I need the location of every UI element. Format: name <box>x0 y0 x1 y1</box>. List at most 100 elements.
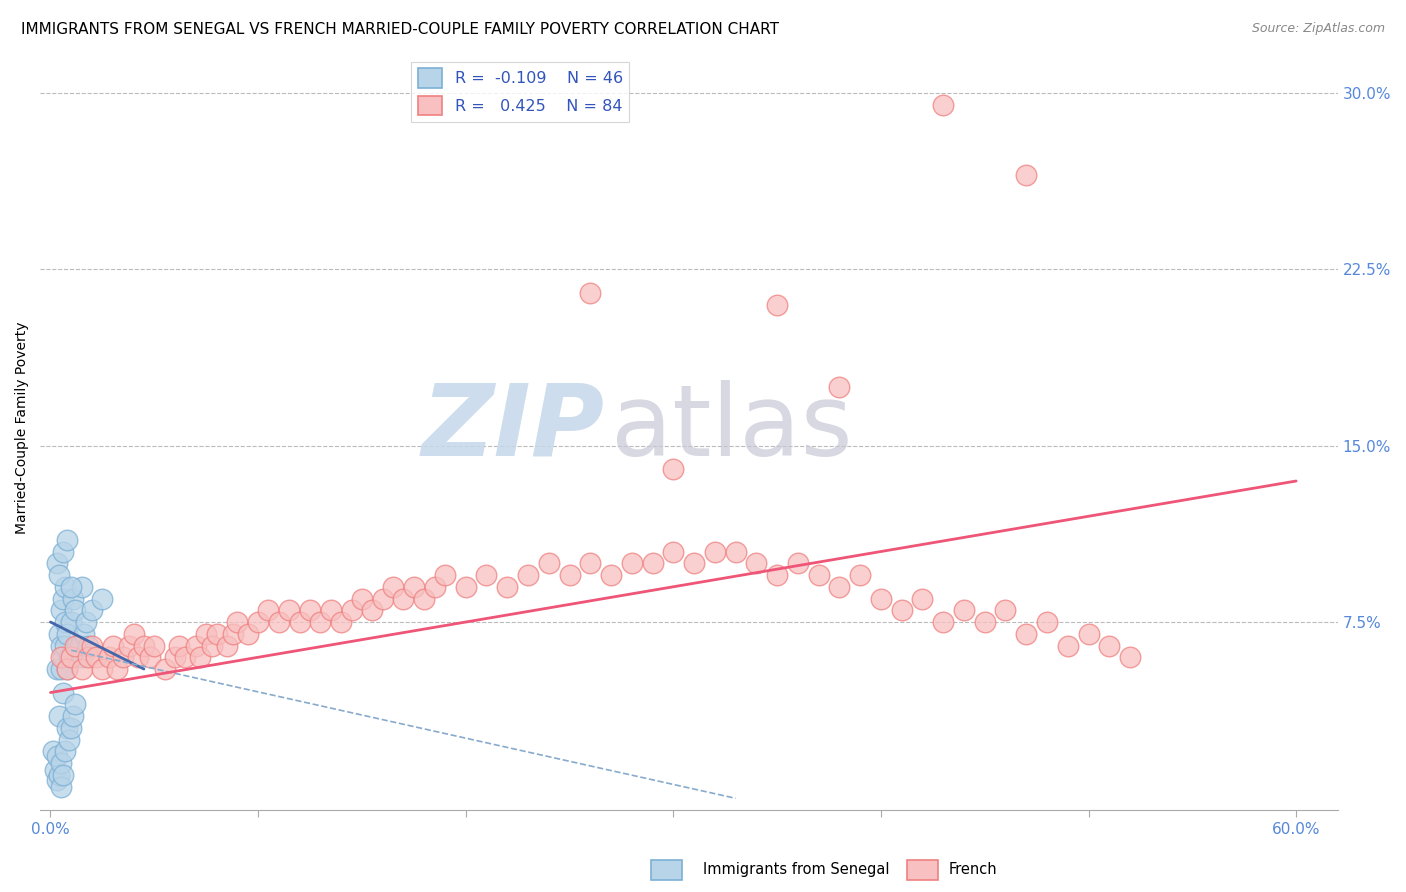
Point <box>766 568 789 582</box>
Point <box>48 709 70 723</box>
Point <box>932 98 955 112</box>
Point <box>44 763 66 777</box>
Point <box>56 627 79 641</box>
Point <box>65 603 87 617</box>
Point <box>122 627 145 641</box>
Point <box>45 749 67 764</box>
Point <box>60 615 83 629</box>
Point <box>257 603 280 617</box>
Point <box>53 639 76 653</box>
Point <box>52 591 75 606</box>
Point <box>195 627 218 641</box>
Point <box>745 556 768 570</box>
Point <box>849 568 872 582</box>
Point <box>558 568 581 582</box>
Point <box>53 744 76 758</box>
Point <box>84 650 107 665</box>
Point <box>371 591 394 606</box>
Point <box>112 650 135 665</box>
Text: Source: ZipAtlas.com: Source: ZipAtlas.com <box>1251 22 1385 36</box>
Point <box>66 639 89 653</box>
Point <box>703 544 725 558</box>
Point <box>537 556 560 570</box>
Point <box>423 580 446 594</box>
Point <box>52 768 75 782</box>
Point <box>247 615 270 629</box>
Point <box>579 285 602 300</box>
Point <box>662 462 685 476</box>
Point <box>641 556 664 570</box>
Point <box>496 580 519 594</box>
Point <box>48 768 70 782</box>
Point <box>58 650 80 665</box>
Text: Immigrants from Senegal: Immigrants from Senegal <box>703 863 890 877</box>
Point <box>1015 627 1038 641</box>
Point <box>382 580 405 594</box>
Point <box>45 662 67 676</box>
Text: IMMIGRANTS FROM SENEGAL VS FRENCH MARRIED-COUPLE FAMILY POVERTY CORRELATION CHAR: IMMIGRANTS FROM SENEGAL VS FRENCH MARRIE… <box>21 22 779 37</box>
Point <box>65 639 87 653</box>
Point <box>1077 627 1099 641</box>
Point <box>127 650 149 665</box>
Point <box>226 615 249 629</box>
Point <box>278 603 301 617</box>
Point <box>222 627 245 641</box>
Point <box>475 568 498 582</box>
Point <box>75 615 97 629</box>
Point <box>48 627 70 641</box>
Point <box>132 639 155 653</box>
Point <box>288 615 311 629</box>
Point <box>62 709 84 723</box>
Point <box>118 639 141 653</box>
Point <box>153 662 176 676</box>
Point <box>48 568 70 582</box>
Point <box>662 544 685 558</box>
Point <box>1015 169 1038 183</box>
Point <box>49 639 72 653</box>
Point <box>41 744 63 758</box>
Point <box>766 298 789 312</box>
Point <box>52 685 75 699</box>
Point <box>70 580 93 594</box>
Point <box>309 615 332 629</box>
Y-axis label: Married-Couple Family Poverty: Married-Couple Family Poverty <box>15 322 30 534</box>
Point <box>1098 639 1121 653</box>
Point <box>361 603 384 617</box>
Point <box>69 639 91 653</box>
Point <box>620 556 643 570</box>
Point <box>49 650 72 665</box>
Point <box>49 756 72 770</box>
Point <box>413 591 436 606</box>
Point <box>49 603 72 617</box>
Point <box>76 639 98 653</box>
Point <box>58 732 80 747</box>
Point <box>174 650 197 665</box>
Point <box>76 650 98 665</box>
Point <box>139 650 162 665</box>
Point <box>49 780 72 794</box>
Point <box>80 603 103 617</box>
Point <box>56 662 79 676</box>
Point <box>62 591 84 606</box>
Point <box>201 639 224 653</box>
Point <box>1119 650 1142 665</box>
Point <box>870 591 893 606</box>
Point <box>236 627 259 641</box>
Text: ZIP: ZIP <box>422 380 605 476</box>
Point <box>184 639 207 653</box>
Point <box>91 662 114 676</box>
Point <box>52 544 75 558</box>
Point <box>298 603 321 617</box>
Point <box>45 556 67 570</box>
Point <box>911 591 934 606</box>
Point <box>890 603 912 617</box>
Text: French: French <box>949 863 998 877</box>
Point <box>205 627 228 641</box>
Point <box>994 603 1017 617</box>
Point <box>433 568 456 582</box>
Point <box>786 556 808 570</box>
Point <box>953 603 976 617</box>
Point <box>932 615 955 629</box>
Point <box>56 533 79 547</box>
Point <box>319 603 342 617</box>
